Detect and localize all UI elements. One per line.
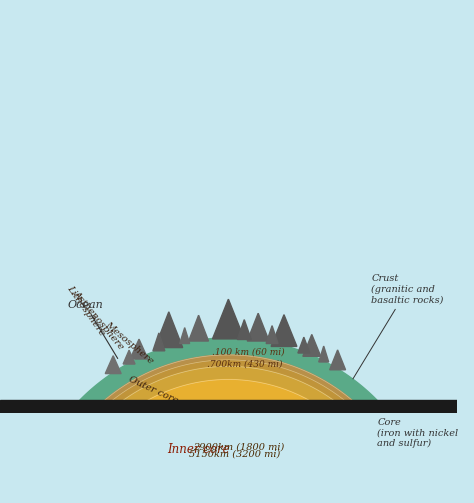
Text: .100 km (60 mi): .100 km (60 mi): [212, 348, 284, 357]
Polygon shape: [189, 315, 209, 341]
Polygon shape: [180, 327, 190, 344]
Polygon shape: [298, 337, 310, 353]
Text: 5150km (3200 mi): 5150km (3200 mi): [189, 450, 280, 459]
Polygon shape: [62, 379, 395, 503]
Polygon shape: [48, 366, 409, 503]
Text: Mesosphere: Mesosphere: [103, 320, 155, 366]
Polygon shape: [130, 339, 148, 359]
Polygon shape: [123, 350, 135, 364]
Polygon shape: [20, 338, 437, 503]
Text: Asthenosphere: Asthenosphere: [72, 290, 127, 352]
Text: Outer core: Outer core: [127, 375, 179, 405]
Text: Core
(iron with nickel
and sulfur): Core (iron with nickel and sulfur): [377, 418, 458, 448]
Text: Mantle
(silicate
materials): Mantle (silicate materials): [0, 502, 1, 503]
Polygon shape: [247, 313, 269, 341]
Bar: [0, 400, 457, 414]
Text: 2900km (1800 mi): 2900km (1800 mi): [193, 443, 284, 452]
Text: Crust
(granitic and
basaltic rocks): Crust (granitic and basaltic rocks): [353, 274, 444, 379]
Text: Inner core: Inner core: [167, 443, 230, 456]
Text: .700km (430 mi): .700km (430 mi): [207, 359, 282, 368]
Polygon shape: [153, 333, 165, 351]
Polygon shape: [117, 435, 340, 503]
Polygon shape: [42, 360, 415, 503]
Polygon shape: [212, 299, 244, 339]
Text: Ocean: Ocean: [67, 300, 118, 359]
Polygon shape: [237, 319, 251, 340]
Polygon shape: [266, 325, 278, 344]
Polygon shape: [105, 356, 121, 374]
Polygon shape: [319, 346, 328, 362]
Polygon shape: [155, 312, 182, 348]
Polygon shape: [271, 315, 297, 347]
Text: Lithosphere: Lithosphere: [65, 284, 106, 338]
Polygon shape: [37, 355, 420, 503]
Polygon shape: [329, 350, 346, 370]
Polygon shape: [303, 334, 321, 356]
